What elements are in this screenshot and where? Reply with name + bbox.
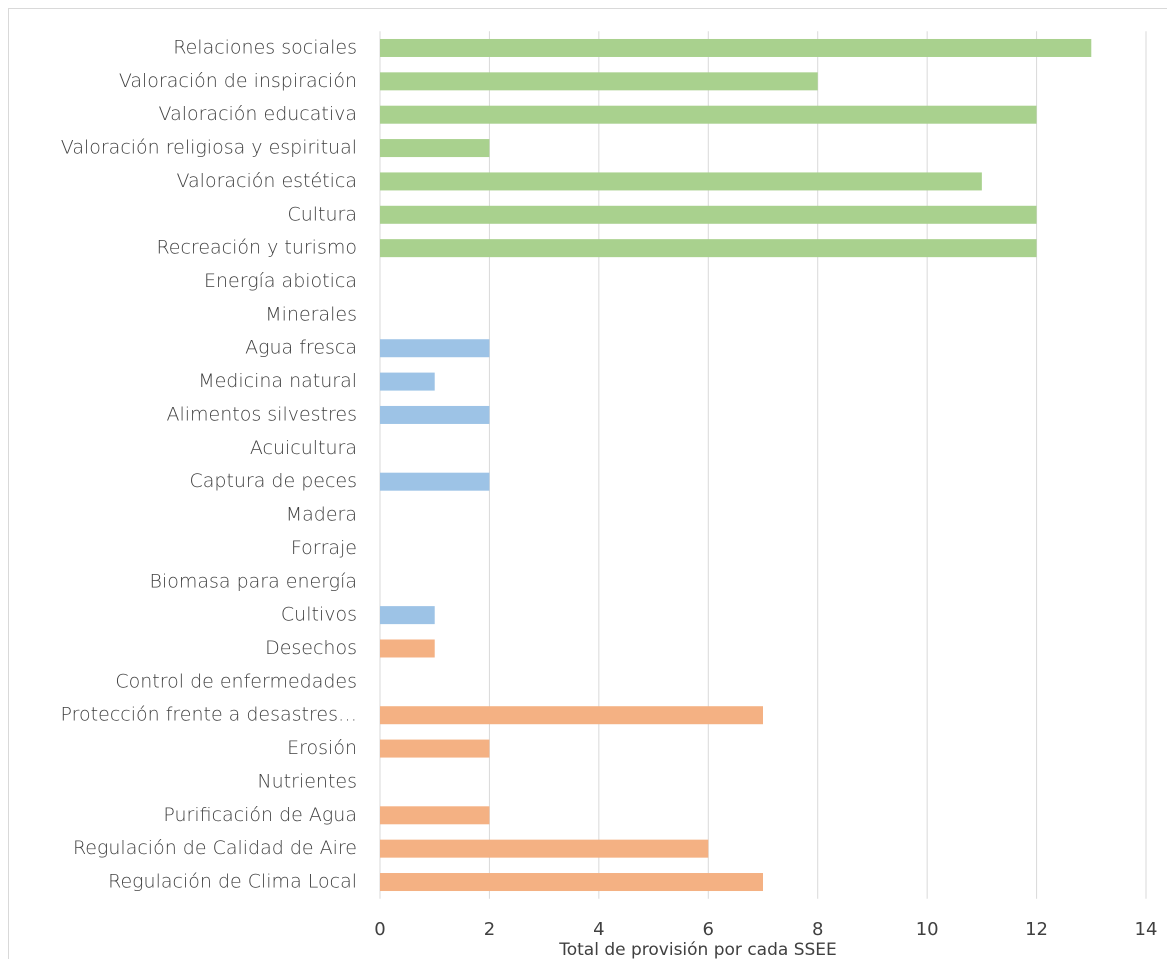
bar xyxy=(380,172,982,191)
y-tick-label: Agua fresca xyxy=(245,337,357,359)
bar xyxy=(380,739,490,758)
bar xyxy=(380,639,435,658)
y-tick-label: Recreación y turismo xyxy=(156,237,357,259)
y-tick-label: Acuicultura xyxy=(250,437,357,459)
bar xyxy=(380,139,490,158)
bar xyxy=(380,806,490,825)
bar xyxy=(380,873,763,892)
y-tick-label: Desechos xyxy=(265,637,357,659)
x-tick-label: 4 xyxy=(593,919,604,940)
bar xyxy=(380,405,490,424)
x-tick-label: 2 xyxy=(484,919,495,940)
y-tick-label: Regulación de Calidad de Aire xyxy=(73,837,357,859)
y-tick-label: Purificación de Agua xyxy=(163,804,357,826)
bar xyxy=(380,839,709,858)
y-tick-label: Cultura xyxy=(287,203,357,225)
y-tick-label: Erosión xyxy=(287,737,357,759)
y-tick-label: Biomasa para energía xyxy=(150,570,358,592)
bar xyxy=(380,472,490,491)
y-tick-label: Alimentos silvestres xyxy=(166,403,357,425)
bar xyxy=(380,72,818,91)
y-tick-label: Minerales xyxy=(265,303,357,325)
bar xyxy=(380,205,1037,224)
x-tick-label: 6 xyxy=(703,919,714,940)
x-tick-label: 10 xyxy=(916,919,939,940)
x-tick-label: 14 xyxy=(1135,919,1158,940)
y-tick-label: Control de enfermedades xyxy=(115,670,357,692)
y-tick-label: Protección frente a desastres… xyxy=(61,704,357,726)
y-tick-label: Energía abiotica xyxy=(204,270,357,292)
y-tick-label: Valoración de inspiración xyxy=(119,70,357,92)
bar xyxy=(380,38,1092,57)
y-tick-label: Valoración estética xyxy=(177,170,358,192)
bar xyxy=(380,606,435,625)
y-tick-label: Cultivos xyxy=(281,604,357,626)
y-tick-label: Forraje xyxy=(291,537,357,559)
bar xyxy=(380,706,763,725)
y-tick-label: Nutrientes xyxy=(257,770,357,792)
y-tick-label: Medicina natural xyxy=(198,370,357,392)
y-tick-label: Regulación de Clima Local xyxy=(108,871,357,893)
y-tick-label: Valoración religiosa y espiritual xyxy=(61,137,357,159)
x-axis-title: Total de provisión por cada SSEE xyxy=(558,940,837,959)
x-tick-label: 0 xyxy=(374,919,385,940)
chart-border xyxy=(8,8,1167,959)
y-tick-label: Madera xyxy=(286,504,357,526)
y-tick-label: Relaciones sociales xyxy=(173,36,357,58)
y-tick-label: Captura de peces xyxy=(189,470,357,492)
bar xyxy=(380,372,435,391)
x-tick-label: 8 xyxy=(812,919,823,940)
bar xyxy=(380,239,1037,258)
y-tick-label: Valoración educativa xyxy=(159,103,357,125)
bar xyxy=(380,339,490,358)
x-tick-label: 12 xyxy=(1025,919,1048,940)
bar xyxy=(380,105,1037,124)
